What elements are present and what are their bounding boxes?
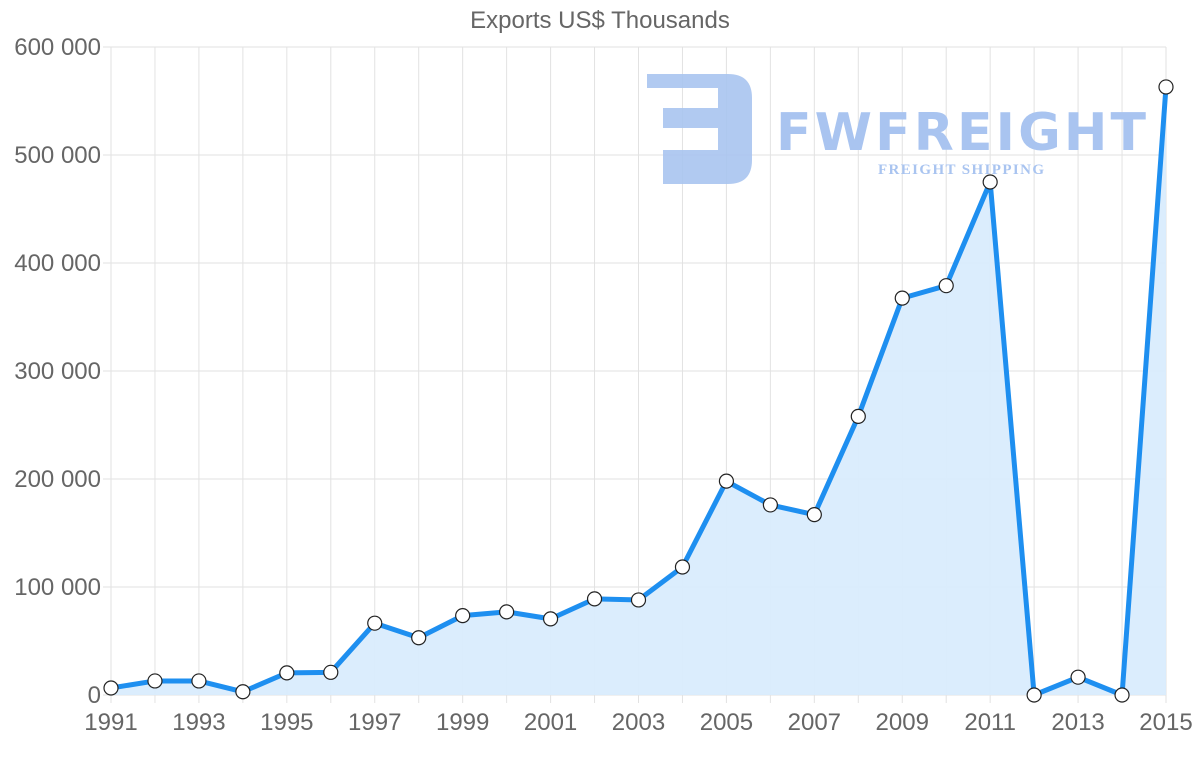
x-tick-label: 1999	[436, 709, 489, 736]
data-point-2014[interactable]	[1114, 687, 1130, 703]
y-tick-label: 200 000	[14, 466, 101, 493]
data-point-1996[interactable]	[323, 664, 339, 680]
x-tick-label: 2015	[1139, 709, 1192, 736]
y-tick-label: 0	[88, 682, 101, 709]
watermark-tagline: FREIGHT SHIPPING	[878, 162, 1044, 178]
data-point-2007[interactable]	[806, 507, 822, 523]
data-point-2006[interactable]	[762, 497, 778, 513]
data-point-2005[interactable]	[718, 473, 735, 489]
y-tick-label: 100 000	[14, 574, 101, 601]
data-point-2001[interactable]	[542, 611, 559, 627]
data-point-1993[interactable]	[191, 673, 207, 689]
x-tick-label: 2005	[700, 709, 753, 736]
x-tick-label: 1991	[84, 709, 137, 736]
data-point-1998[interactable]	[411, 630, 427, 646]
y-tick-label: 400 000	[14, 250, 101, 277]
x-axis: 1991 1993 1995 1997 1999 2001 2003 2005 2007 2009…	[84, 709, 1192, 736]
data-point-2008[interactable]	[850, 408, 866, 424]
x-tick-label: 1997	[348, 709, 401, 736]
area-fill	[111, 86, 1166, 695]
x-tick-label: 2009	[876, 709, 929, 736]
data-point-2010[interactable]	[938, 278, 954, 294]
data-point-2004[interactable]	[674, 559, 691, 575]
data-point-1999[interactable]	[455, 608, 471, 624]
data-point-2012[interactable]	[1026, 687, 1042, 703]
data-point-2013[interactable]	[1070, 669, 1086, 685]
x-tick-label: 2001	[524, 709, 577, 736]
data-point-2000[interactable]	[499, 604, 515, 620]
data-point-2002[interactable]	[586, 591, 603, 607]
data-point-2003[interactable]	[630, 592, 647, 608]
y-tick-label: 600 000	[14, 34, 101, 61]
y-tick-label: 500 000	[14, 142, 101, 169]
x-tick-label: 2003	[612, 709, 665, 736]
y-tick-label: 300 000	[14, 358, 101, 385]
brand-logo-icon	[647, 74, 752, 184]
data-point-1991[interactable]	[103, 680, 119, 696]
x-tick-label: 2007	[788, 709, 841, 736]
data-point-2015[interactable]	[1158, 79, 1174, 95]
data-point-1992[interactable]	[147, 673, 163, 689]
data-point-2009[interactable]	[894, 290, 910, 306]
chart-title: Exports US$ Thousands	[470, 7, 730, 34]
x-tick-label: 1993	[172, 709, 225, 736]
data-point-2011[interactable]	[982, 174, 998, 190]
data-point-1994[interactable]	[235, 684, 251, 700]
x-tick-label: 2011	[964, 709, 1016, 736]
x-tick-label: 2013	[1051, 709, 1104, 736]
watermark-brand: FWFREIGHT	[776, 103, 1147, 163]
x-tick-label: 1995	[260, 709, 313, 736]
y-axis: 0 100 000 200 000 300 000 400 000 500 000 600 …	[14, 34, 101, 709]
data-point-1997[interactable]	[367, 615, 383, 631]
data-point-1995[interactable]	[279, 665, 295, 681]
data-points	[103, 79, 1174, 703]
